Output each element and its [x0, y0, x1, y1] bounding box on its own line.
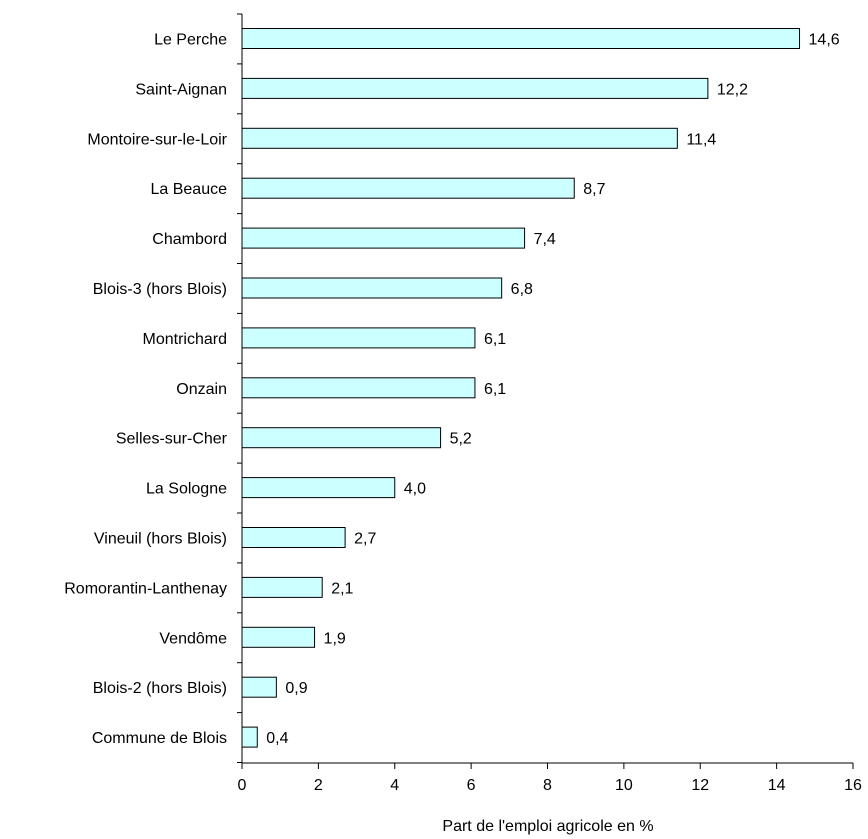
bar: [241, 427, 442, 449]
x-tick-label: 0: [238, 777, 247, 794]
value-label: 2,1: [331, 580, 353, 597]
axes-layer: [237, 13, 854, 769]
x-tick-label: 4: [390, 777, 399, 794]
category-label: La Beauce: [150, 181, 227, 198]
bar: [241, 177, 575, 199]
value-label: 6,8: [511, 281, 533, 298]
value-label: 8,7: [583, 181, 605, 198]
x-tick-label: 2: [314, 777, 323, 794]
value-label: 7,4: [534, 231, 556, 248]
value-label: 4,0: [404, 481, 426, 498]
category-label: Selles-sur-Cher: [116, 431, 228, 448]
bar: [241, 676, 277, 698]
x-tick-label: 16: [844, 777, 862, 794]
value-label: 0,9: [285, 680, 307, 697]
category-label: Blois-3 (hors Blois): [93, 281, 227, 298]
x-tick-label: 12: [691, 777, 709, 794]
category-label: Blois-2 (hors Blois): [93, 680, 227, 697]
category-label: La Sologne: [146, 481, 227, 498]
category-label: Romorantin-Lanthenay: [64, 580, 227, 597]
value-label: 11,4: [686, 131, 716, 148]
category-label: Onzain: [176, 381, 227, 398]
bar: [241, 277, 503, 299]
value-label: 14,6: [809, 32, 840, 49]
bar: [241, 626, 316, 648]
bar: [241, 28, 801, 49]
bar: [241, 576, 323, 598]
bar: [241, 227, 526, 249]
category-label: Saint-Aignan: [135, 81, 227, 98]
category-label: Commune de Blois: [92, 730, 227, 747]
value-label: 0,4: [266, 730, 288, 747]
bar: [241, 377, 476, 399]
value-label: 2,7: [354, 531, 376, 548]
x-tick-label: 6: [467, 777, 476, 794]
labels-layer: Le Perche 14,6 Saint-Aignan 12,2 Montoire-su…: [64, 32, 862, 795]
category-label: Le Perche: [154, 32, 227, 49]
value-label: 6,1: [484, 381, 506, 398]
value-label: 6,1: [484, 331, 506, 348]
x-tick-label: 10: [615, 777, 633, 794]
bar: [241, 327, 476, 349]
value-label: 12,2: [717, 81, 748, 98]
bar: [241, 127, 678, 149]
x-axis-title: Part de l'emploi agricole en %: [442, 818, 653, 835]
category-label: Montrichard: [143, 331, 227, 348]
x-tick-label: 14: [768, 777, 786, 794]
bar: [241, 726, 258, 748]
category-label: Montoire-sur-le-Loir: [87, 131, 227, 148]
bar: [241, 527, 346, 548]
bar: [241, 77, 709, 99]
bar: [241, 477, 396, 499]
x-tick-label: 8: [543, 777, 552, 794]
value-label: 5,2: [450, 431, 472, 448]
category-label: Vineuil (hors Blois): [94, 531, 227, 548]
category-label: Vendôme: [159, 630, 227, 647]
category-label: Chambord: [152, 231, 227, 248]
value-label: 1,9: [324, 630, 346, 647]
